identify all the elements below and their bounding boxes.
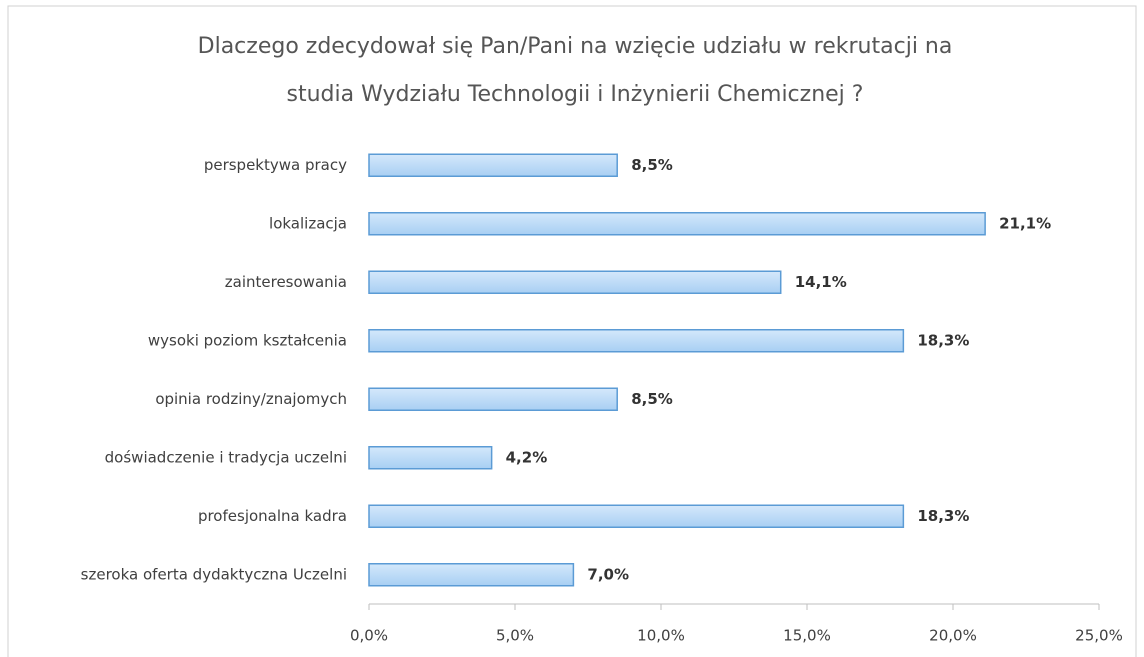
value-label: 4,2% [506, 448, 548, 466]
y-tick-label: zainteresowania [225, 273, 347, 291]
chart-title: Dlaczego zdecydował się Pan/Pani na wzię… [198, 34, 953, 59]
x-tick-label: 20,0% [929, 627, 977, 645]
bar [368, 212, 986, 236]
value-label: 14,1% [795, 273, 847, 291]
value-label: 18,3% [917, 331, 969, 349]
bar [368, 153, 618, 177]
y-tick-label: doświadczenie i tradycja uczelni [105, 448, 347, 466]
x-tick-label: 0,0% [350, 627, 388, 645]
bar [368, 270, 782, 294]
chart-title: studia Wydziału Technologii i Inżynierii… [287, 82, 864, 107]
value-label: 7,0% [587, 565, 629, 583]
x-tick-label: 15,0% [783, 627, 831, 645]
x-tick-label: 25,0% [1075, 627, 1123, 645]
bar [368, 504, 905, 528]
bar [368, 446, 493, 470]
y-tick-label: wysoki poziom kształcenia [148, 331, 347, 349]
value-label: 8,5% [631, 156, 673, 174]
bar [368, 563, 575, 587]
y-tick-label: szeroka oferta dydaktyczna Uczelni [81, 565, 347, 583]
bar [368, 387, 618, 411]
value-label: 8,5% [631, 390, 673, 408]
y-tick-label: profesjonalna kadra [198, 507, 347, 525]
y-tick-label: opinia rodziny/znajomych [155, 390, 347, 408]
value-label: 21,1% [999, 214, 1051, 232]
x-tick-label: 10,0% [637, 627, 685, 645]
bar [368, 329, 905, 353]
x-tick-label: 5,0% [496, 627, 534, 645]
y-tick-label: perspektywa pracy [204, 156, 347, 174]
value-label: 18,3% [917, 507, 969, 525]
y-tick-label: lokalizacja [269, 214, 347, 232]
